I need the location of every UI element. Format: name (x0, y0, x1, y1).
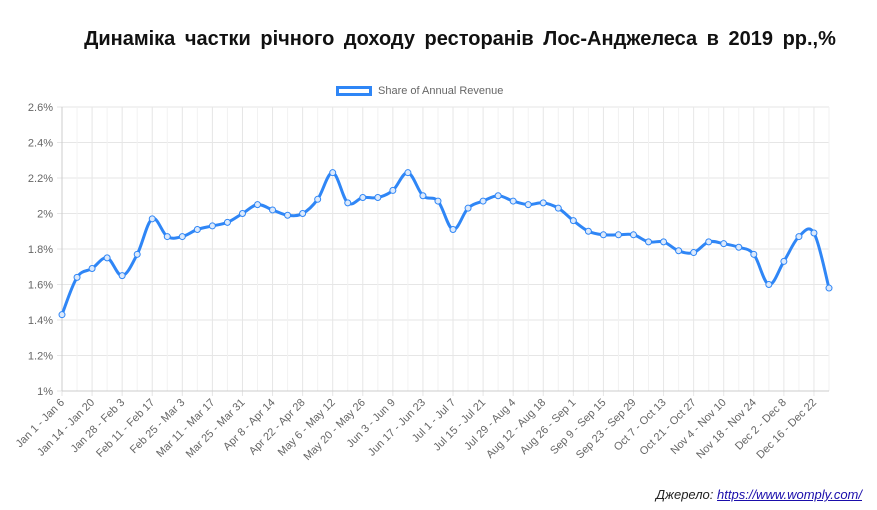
data-point (163, 233, 171, 241)
data-point (374, 194, 382, 202)
data-point (58, 311, 66, 319)
data-point (118, 272, 126, 280)
y-tick-label: 2.4% (28, 138, 53, 150)
data-point (193, 225, 201, 233)
data-point (419, 192, 427, 200)
y-tick-label: 1.6% (28, 280, 53, 292)
data-point (569, 217, 577, 225)
source-link[interactable]: https://www.womply.com/ (717, 487, 862, 502)
series-share-of-annual-revenue (58, 169, 833, 319)
data-point (434, 197, 442, 205)
data-point (344, 199, 352, 207)
data-point (269, 206, 277, 214)
data-point (645, 238, 653, 246)
data-point (629, 231, 637, 239)
data-point (359, 194, 367, 202)
data-point (509, 197, 517, 205)
data-point (584, 227, 592, 235)
data-point (660, 238, 668, 246)
data-point (103, 254, 111, 262)
legend-swatch (336, 86, 372, 96)
data-point (825, 284, 833, 292)
chart-title: Динаміка частки річного доходу ресторані… (84, 28, 836, 50)
data-point (494, 192, 502, 200)
data-point (479, 197, 487, 205)
data-point (524, 201, 532, 209)
y-tick-label: 1% (37, 386, 53, 398)
data-point (73, 273, 81, 281)
data-point (314, 195, 322, 203)
data-point (750, 250, 758, 258)
y-tick-label: 1.2% (28, 351, 53, 363)
data-point (208, 222, 216, 230)
data-point (464, 204, 472, 212)
data-point (795, 233, 803, 241)
data-point (238, 210, 246, 217)
source-note: Джерело: https://www.womply.com/ (656, 487, 862, 502)
data-point (449, 225, 457, 233)
y-tick-label: 2% (37, 209, 53, 221)
legend-label: Share of Annual Revenue (378, 85, 504, 97)
y-tick-label: 2.2% (28, 173, 53, 185)
source-prefix: Джерело: (655, 487, 714, 502)
legend[interactable]: Share of Annual Revenue (336, 84, 503, 98)
data-point (148, 215, 156, 223)
data-point (765, 281, 773, 288)
data-point (554, 204, 562, 212)
data-point (690, 249, 698, 257)
data-point (223, 218, 231, 226)
data-point (720, 240, 728, 248)
data-point (404, 169, 412, 177)
series-line (60, 171, 831, 316)
data-point (284, 211, 292, 219)
y-tick-label: 1.8% (28, 244, 53, 256)
data-point (254, 201, 262, 209)
data-point (599, 231, 607, 239)
data-point (780, 257, 788, 265)
y-tick-label: 2.6% (28, 102, 53, 114)
data-point (389, 186, 397, 194)
y-axis: 1% 1.2% 1.4% 1.6% 1.8% 2% 2.2% 2.4% 2.6% (28, 102, 63, 398)
grid (57, 106, 830, 396)
data-point (329, 169, 337, 177)
data-point (539, 199, 547, 207)
data-point (178, 233, 186, 241)
y-tick-label: 1.4% (28, 315, 53, 327)
data-point (614, 231, 622, 239)
data-point (735, 243, 743, 251)
data-point (675, 247, 683, 255)
data-point (705, 238, 713, 246)
data-point (133, 250, 141, 258)
data-point (88, 265, 96, 273)
data-point (299, 210, 307, 217)
data-point (810, 229, 818, 237)
